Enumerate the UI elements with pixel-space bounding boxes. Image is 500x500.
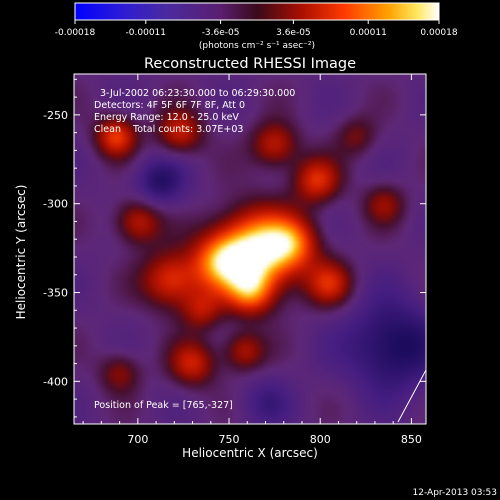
colorbar-ticks: -0.00018 -0.00011 -3.6e-05 3.6e-05 0.00011 0.…	[55, 20, 458, 38]
heatmap-image	[74, 74, 426, 424]
colorbar-tick-label: 3.6e-05	[276, 28, 311, 38]
info-clean-counts: Clean Total counts: 3.07E+03	[94, 124, 243, 135]
y-tick-label: -400	[43, 375, 68, 388]
info-peak-position: Position of Peak = [765,-327]	[94, 400, 233, 411]
heatmap-area	[74, 74, 426, 424]
chart-title: Reconstructed RHESSI Image	[144, 56, 356, 72]
colorbar-tick-label: 0.00011	[350, 28, 387, 38]
x-axis: 700 750 800 850	[82, 74, 422, 446]
colorbar: -0.00018 -0.00011 -3.6e-05 3.6e-05 0.00011 0.…	[55, 2, 458, 51]
info-energy-range: Energy Range: 12.0 - 25.0 keV	[94, 112, 239, 123]
footer-timestamp: 12-Apr-2013 03:53	[413, 488, 497, 498]
colorbar-gradient	[74, 2, 440, 21]
info-time-range: 3-Jul-2002 06:23:30.000 to 06:29:30.000	[100, 88, 295, 99]
x-tick-label: 850	[401, 433, 422, 446]
colorbar-tick-label: -3.6e-05	[202, 28, 240, 38]
x-tick-label: 700	[127, 433, 148, 446]
x-tick-label: 800	[310, 433, 331, 446]
y-tick-label: -250	[43, 109, 68, 122]
y-axis-label: Heliocentric Y (arcsec)	[14, 185, 28, 320]
y-tick-label: -300	[43, 198, 68, 211]
y-tick-label: -350	[43, 287, 68, 300]
x-tick-label: 750	[219, 433, 240, 446]
y-axis: -250 -300 -350 -400	[43, 78, 426, 418]
x-axis-label: Heliocentric X (arcsec)	[182, 446, 318, 460]
info-detectors: Detectors: 4F 5F 6F 7F 8F, Att 0	[94, 100, 245, 111]
image-info: 3-Jul-2002 06:23:30.000 to 06:29:30.000 …	[94, 88, 295, 411]
plot-frame	[73, 73, 427, 425]
colorbar-tick-label: -0.00011	[126, 28, 166, 38]
colorbar-units: (photons cm⁻² s⁻¹ asec⁻²)	[199, 41, 315, 51]
colorbar-tick-label: 0.00018	[420, 28, 457, 38]
limb-arc	[397, 369, 426, 423]
colorbar-tick-label: -0.00018	[55, 28, 96, 38]
